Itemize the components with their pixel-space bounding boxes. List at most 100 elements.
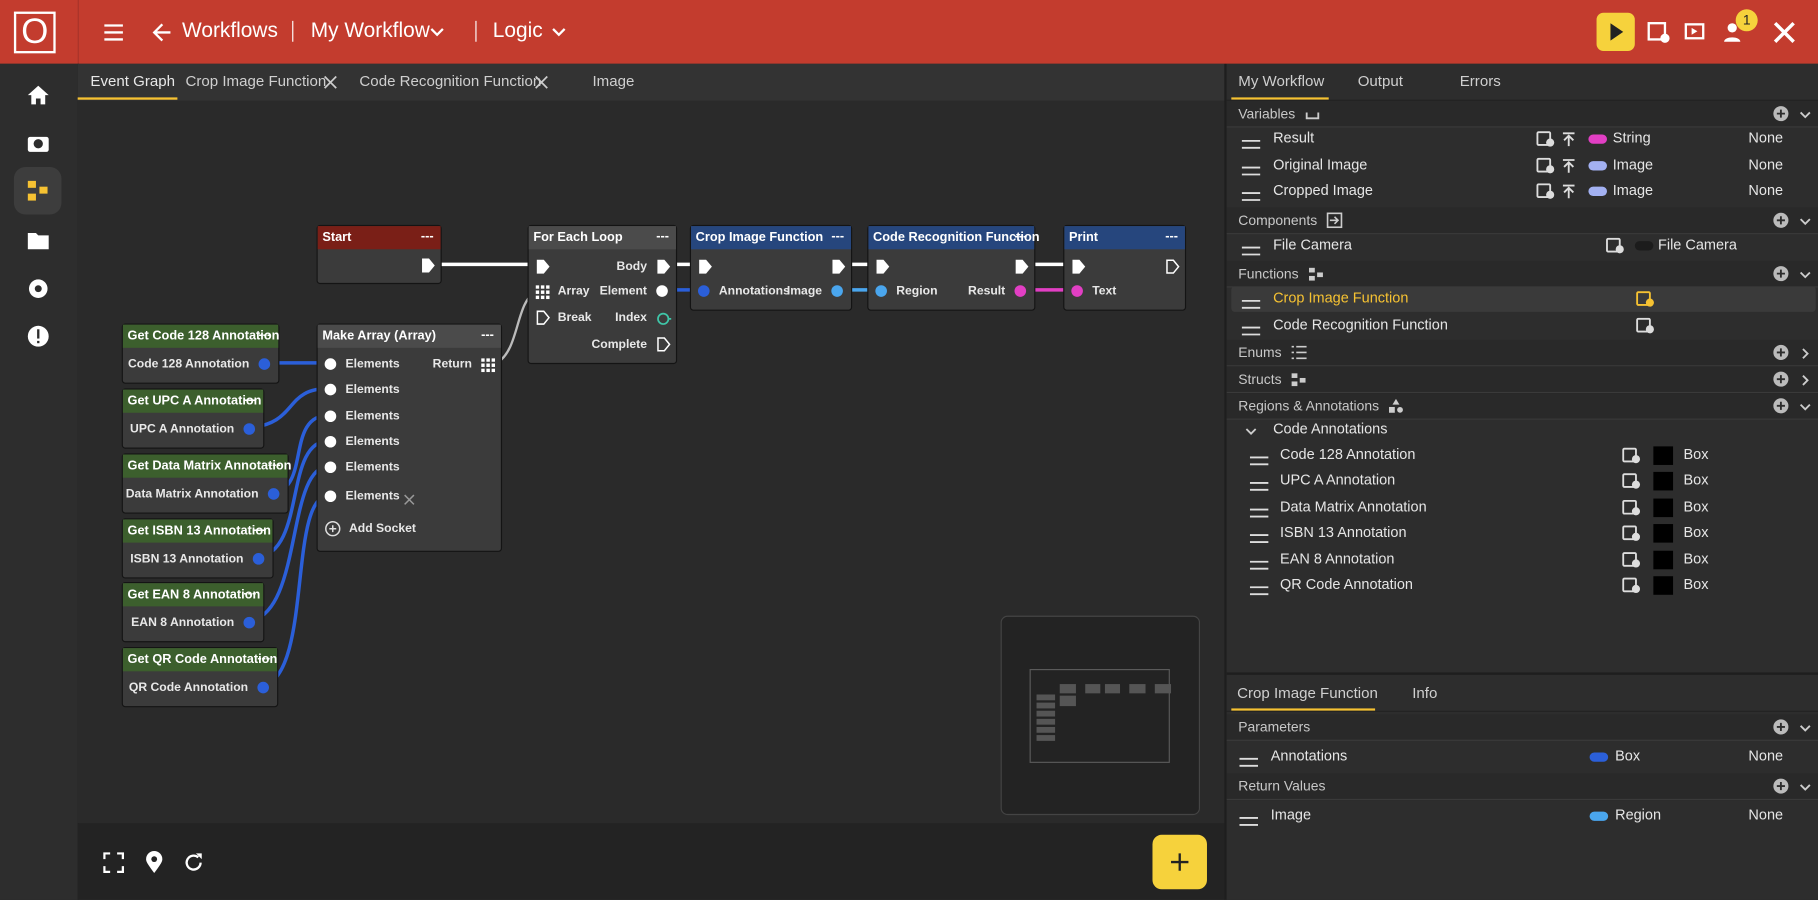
add-button[interactable] (1773, 212, 1789, 228)
function-name[interactable]: Code Recognition Function (1273, 315, 1448, 333)
exec-pin[interactable] (656, 336, 671, 352)
node-menu[interactable]: --- (243, 586, 257, 601)
drag-handle[interactable] (1249, 503, 1269, 518)
data-pin[interactable] (697, 285, 710, 297)
exec-pin[interactable] (656, 259, 671, 275)
panel-tab[interactable]: Errors (1459, 71, 1501, 90)
node-menu[interactable]: --- (1014, 229, 1028, 244)
node-menu[interactable]: --- (656, 229, 669, 244)
add-button[interactable] (1773, 266, 1789, 282)
drag-handle[interactable] (1249, 477, 1269, 492)
exec-pin[interactable] (1165, 259, 1180, 275)
function-icon[interactable] (1622, 499, 1641, 516)
drag-handle[interactable] (1241, 134, 1261, 149)
expand-toggle[interactable] (1798, 346, 1812, 360)
function-icon[interactable] (1636, 291, 1655, 307)
add-button[interactable] (1773, 371, 1789, 387)
function-icon[interactable] (1622, 473, 1641, 490)
group-name[interactable]: Code Annotations (1273, 420, 1388, 438)
logic-nav[interactable] (13, 166, 62, 215)
add-button[interactable] (1773, 106, 1789, 122)
view-dropdown[interactable]: Logic (492, 18, 543, 42)
drag-handle[interactable] (1241, 321, 1261, 335)
data-pin[interactable] (243, 423, 256, 435)
minimap[interactable] (1000, 615, 1201, 816)
function-icon[interactable] (1622, 551, 1641, 568)
data-pin[interactable] (324, 383, 337, 396)
data-pin[interactable] (324, 461, 337, 474)
drag-handle[interactable] (1241, 294, 1261, 309)
function-icon[interactable] (1536, 131, 1555, 147)
editor-tab[interactable]: Code Recognition Function (359, 71, 542, 90)
node-menu[interactable]: --- (258, 328, 272, 343)
workflow-dropdown[interactable]: My Workflow (310, 18, 430, 42)
node-menu[interactable]: --- (420, 229, 434, 244)
graph-node[interactable]: Get UPC A Annotation --- UPC A Annotation (121, 388, 265, 449)
drag-handle[interactable] (1239, 812, 1258, 826)
array-icon[interactable] (481, 357, 496, 373)
expand-toggle[interactable] (1798, 720, 1812, 734)
publish-icon[interactable] (1561, 131, 1577, 147)
editor-tab[interactable]: Crop Image Function (185, 71, 327, 90)
data-pin[interactable] (831, 285, 843, 297)
data-pin[interactable] (1071, 285, 1083, 297)
graph-node[interactable]: Start --- (316, 224, 442, 285)
node-menu[interactable]: --- (1165, 229, 1178, 244)
exec-pin[interactable] (536, 259, 551, 275)
add-node-button[interactable] (1152, 834, 1207, 890)
exec-pin[interactable] (698, 259, 713, 275)
annotation-name[interactable]: EAN 8 Annotation (1280, 550, 1395, 567)
home-nav[interactable] (26, 83, 52, 106)
logo[interactable]: O (13, 11, 56, 54)
graph-node[interactable]: Get Data Matrix Annotation --- Data Matrix… (121, 453, 291, 514)
drag-handle[interactable] (1241, 241, 1261, 256)
menu-button[interactable] (102, 21, 125, 44)
data-pin[interactable] (252, 553, 265, 565)
graph-node[interactable]: Code Recognition Function --- Region Result (867, 224, 1040, 311)
node-menu[interactable]: --- (831, 229, 845, 244)
add-socket-icon[interactable] (325, 520, 341, 537)
array-icon[interactable] (535, 284, 550, 300)
data-pin[interactable] (267, 488, 280, 500)
panel-tab[interactable]: Output (1357, 71, 1403, 90)
graph-node[interactable]: Crop Image Function --- Annotations Image (689, 224, 853, 311)
locate-button[interactable] (144, 851, 165, 874)
fit-button[interactable] (103, 852, 125, 874)
drag-handle[interactable] (1249, 451, 1269, 466)
close-tab[interactable] (535, 74, 549, 89)
splitter[interactable] (1224, 63, 1227, 900)
graph-node[interactable]: Make Array (Array) --- Elements Return Eleme… (316, 323, 503, 552)
camera-nav[interactable] (26, 131, 52, 154)
exec-pin[interactable] (1015, 259, 1030, 275)
graph-node[interactable]: Get Code 128 Annotation --- Code 128 Annot… (121, 323, 279, 384)
annotation-name[interactable]: UPC A Annotation (1280, 472, 1396, 489)
drag-handle[interactable] (1249, 529, 1269, 544)
expand-toggle[interactable] (1798, 267, 1812, 281)
data-pin[interactable] (258, 358, 271, 370)
data-pin[interactable] (324, 358, 337, 370)
errors-nav[interactable] (26, 323, 52, 349)
node-menu[interactable]: --- (252, 522, 266, 537)
data-pin[interactable] (656, 285, 668, 297)
reset-button[interactable] (183, 852, 204, 873)
graph-node[interactable]: Print --- Text (1063, 224, 1187, 311)
function-icon[interactable] (1536, 157, 1555, 173)
add-button[interactable] (1773, 778, 1789, 794)
drag-handle[interactable] (1241, 187, 1261, 201)
function-icon[interactable] (1636, 317, 1655, 333)
add-button[interactable] (1773, 398, 1789, 414)
run-button[interactable] (1596, 12, 1635, 52)
component-name[interactable]: File Camera (1273, 236, 1352, 253)
function-name[interactable]: Crop Image Function (1273, 289, 1409, 307)
function-icon[interactable] (1622, 577, 1641, 594)
data-pin[interactable] (1014, 285, 1027, 297)
preview-button[interactable] (1684, 20, 1710, 46)
details-tab[interactable]: Crop Image Function (1237, 684, 1378, 702)
users-button[interactable] (1723, 20, 1749, 46)
data-pin[interactable] (257, 681, 269, 694)
node-menu[interactable]: --- (267, 457, 281, 472)
variable-name[interactable]: Original Image (1273, 155, 1368, 173)
remove-socket[interactable] (403, 490, 415, 505)
breadcrumb[interactable]: Workflows (182, 18, 278, 42)
graph-node[interactable]: Get EAN 8 Annotation --- EAN 8 Annotation (121, 582, 265, 643)
